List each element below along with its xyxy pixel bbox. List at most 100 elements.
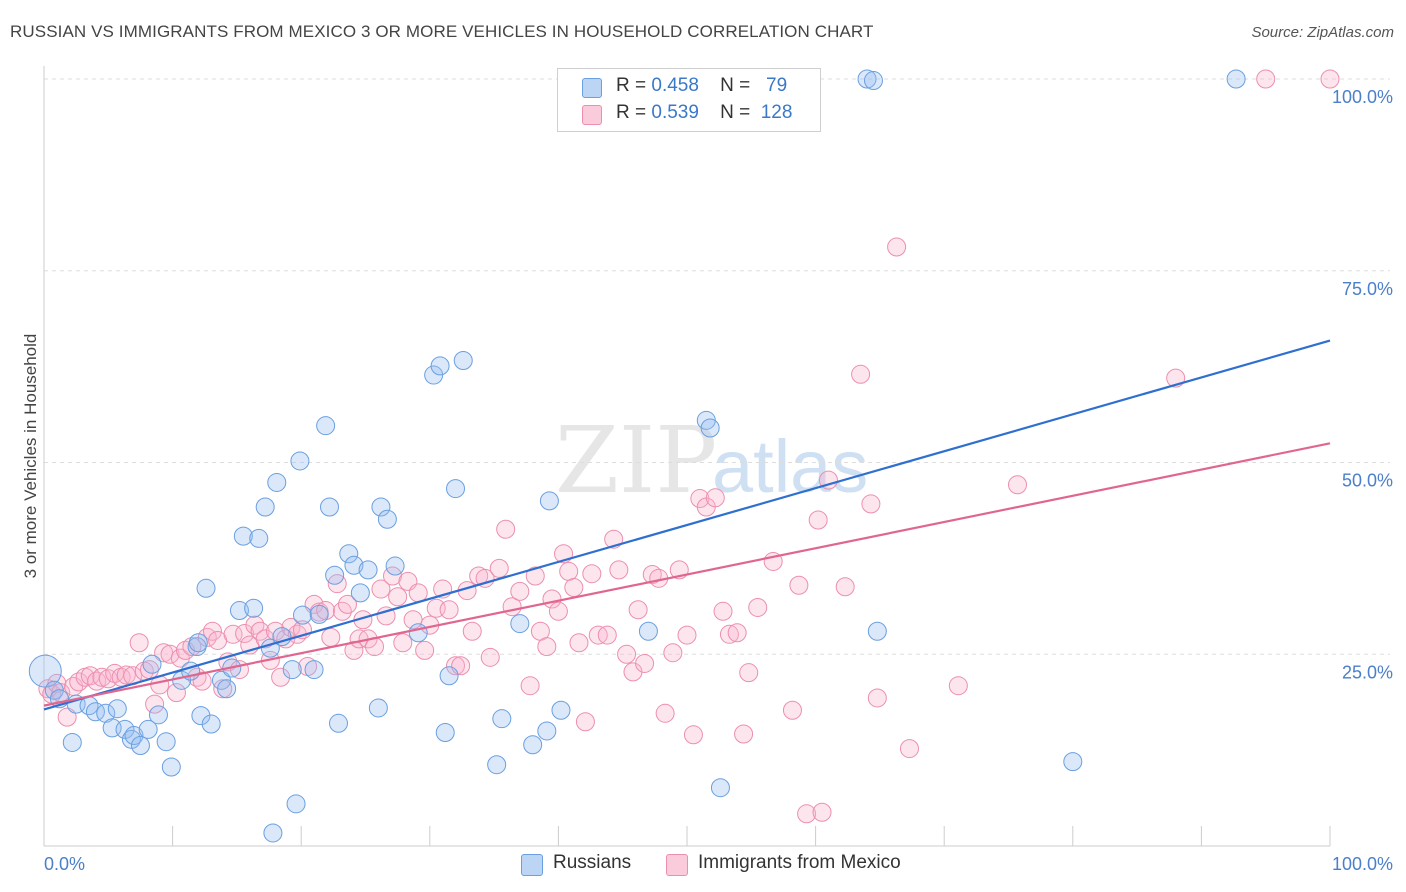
russian-point xyxy=(344,555,364,575)
mexico-point xyxy=(129,633,149,653)
russian-point xyxy=(339,544,359,564)
mexico-point xyxy=(617,644,637,664)
y-tick-label: 100.0% xyxy=(1332,87,1393,107)
russian-point xyxy=(863,71,883,91)
mexico-point xyxy=(713,601,733,621)
russian-trend-line xyxy=(43,339,1331,711)
mexico-point xyxy=(609,560,629,580)
russian-point xyxy=(282,660,302,680)
watermark-zip: ZIP xyxy=(555,407,717,514)
legend-swatch-russians xyxy=(521,854,543,876)
mexico-point xyxy=(948,676,968,696)
source-label: Source: ZipAtlas.com xyxy=(1251,24,1394,41)
russian-point xyxy=(290,451,310,471)
russian-point xyxy=(217,679,237,699)
legend-n-label: N = xyxy=(720,102,751,123)
mexico-point xyxy=(480,647,500,667)
mexico-point xyxy=(496,519,516,539)
mexico-point xyxy=(145,694,165,714)
russian-point xyxy=(700,418,720,438)
mexico-point xyxy=(677,625,697,645)
russian-point xyxy=(249,528,269,548)
russian-point xyxy=(272,627,292,647)
x-tick-label: 0.0% xyxy=(44,854,85,874)
mexico-point xyxy=(1256,69,1276,89)
legend-r-label: R = xyxy=(616,75,647,96)
legend-label-mexico: Immigrants from Mexico xyxy=(698,852,901,873)
russian-point xyxy=(156,732,176,752)
mexico-point xyxy=(748,597,768,617)
russian-point xyxy=(857,69,877,89)
mexico-point xyxy=(575,712,595,732)
russian-point xyxy=(255,497,275,517)
mexico-point xyxy=(851,364,871,384)
russian-point xyxy=(267,472,287,492)
mexico-point xyxy=(1008,475,1028,495)
mexico-point xyxy=(683,725,703,745)
russian-point xyxy=(292,605,312,625)
mexico-point xyxy=(564,578,584,598)
russian-point xyxy=(539,491,559,511)
russian-point xyxy=(368,698,388,718)
legend-label-russians: Russians xyxy=(553,852,632,873)
mexico-point xyxy=(462,621,482,641)
mexico-point xyxy=(245,615,265,635)
russian-point xyxy=(188,633,208,653)
legend-n-value: 128 xyxy=(760,102,793,123)
mexico-point xyxy=(887,237,907,257)
russian-point xyxy=(62,732,82,752)
mexico-point xyxy=(789,575,809,595)
russian-point xyxy=(161,757,181,777)
russian-point xyxy=(523,735,543,755)
mexico-point xyxy=(663,643,683,663)
mexico-point xyxy=(867,688,887,708)
russian-point xyxy=(196,578,216,598)
russian-point xyxy=(492,709,512,729)
mexico-point xyxy=(388,587,408,607)
russian-point xyxy=(304,660,324,680)
russian-point xyxy=(142,654,162,674)
russian-point xyxy=(453,350,473,370)
russian-point xyxy=(229,601,249,621)
russian-point xyxy=(286,794,306,814)
watermark: ZIP atlas xyxy=(555,407,868,514)
russian-point xyxy=(201,714,221,734)
mexico-points xyxy=(38,69,1340,824)
tick-labels: 25.0% 50.0% 75.0% 100.0% 0.0% 100.0% xyxy=(44,87,1393,874)
russian-point xyxy=(328,713,348,733)
mexico-point xyxy=(597,625,617,645)
russian-point xyxy=(233,526,253,546)
legend-r-label: R = xyxy=(616,102,647,123)
russian-point xyxy=(385,556,405,576)
russian-point xyxy=(510,614,530,634)
legend-n-value: 79 xyxy=(766,75,788,96)
russian-point xyxy=(130,736,150,756)
russian-point xyxy=(316,416,336,436)
russian-point xyxy=(85,702,105,722)
mexico-point xyxy=(510,581,530,601)
mexico-point xyxy=(861,494,881,514)
russian-points xyxy=(28,69,1246,843)
russian-point xyxy=(377,509,397,529)
x-tick-label: 100.0% xyxy=(1332,854,1393,874)
mexico-point xyxy=(559,561,579,581)
legend-swatch-mexico xyxy=(666,854,688,876)
russian-point xyxy=(867,621,887,641)
legend-swatch-russians xyxy=(582,78,602,98)
mexico-point xyxy=(160,644,180,664)
mexico-point xyxy=(537,637,557,657)
mexico-point xyxy=(415,640,435,660)
mexico-point xyxy=(739,663,759,683)
mexico-point xyxy=(812,802,832,822)
series-legend: Russians Immigrants from Mexico xyxy=(0,851,1406,879)
russian-point xyxy=(551,700,571,720)
y-axis-label: 3 or more Vehicles in Household xyxy=(21,334,40,579)
mexico-point xyxy=(655,703,675,723)
russian-point xyxy=(148,705,168,725)
mexico-point xyxy=(899,739,919,759)
mexico-point xyxy=(376,606,396,626)
mexico-point xyxy=(520,676,540,696)
mexico-point xyxy=(727,623,747,643)
russian-point xyxy=(263,823,283,843)
